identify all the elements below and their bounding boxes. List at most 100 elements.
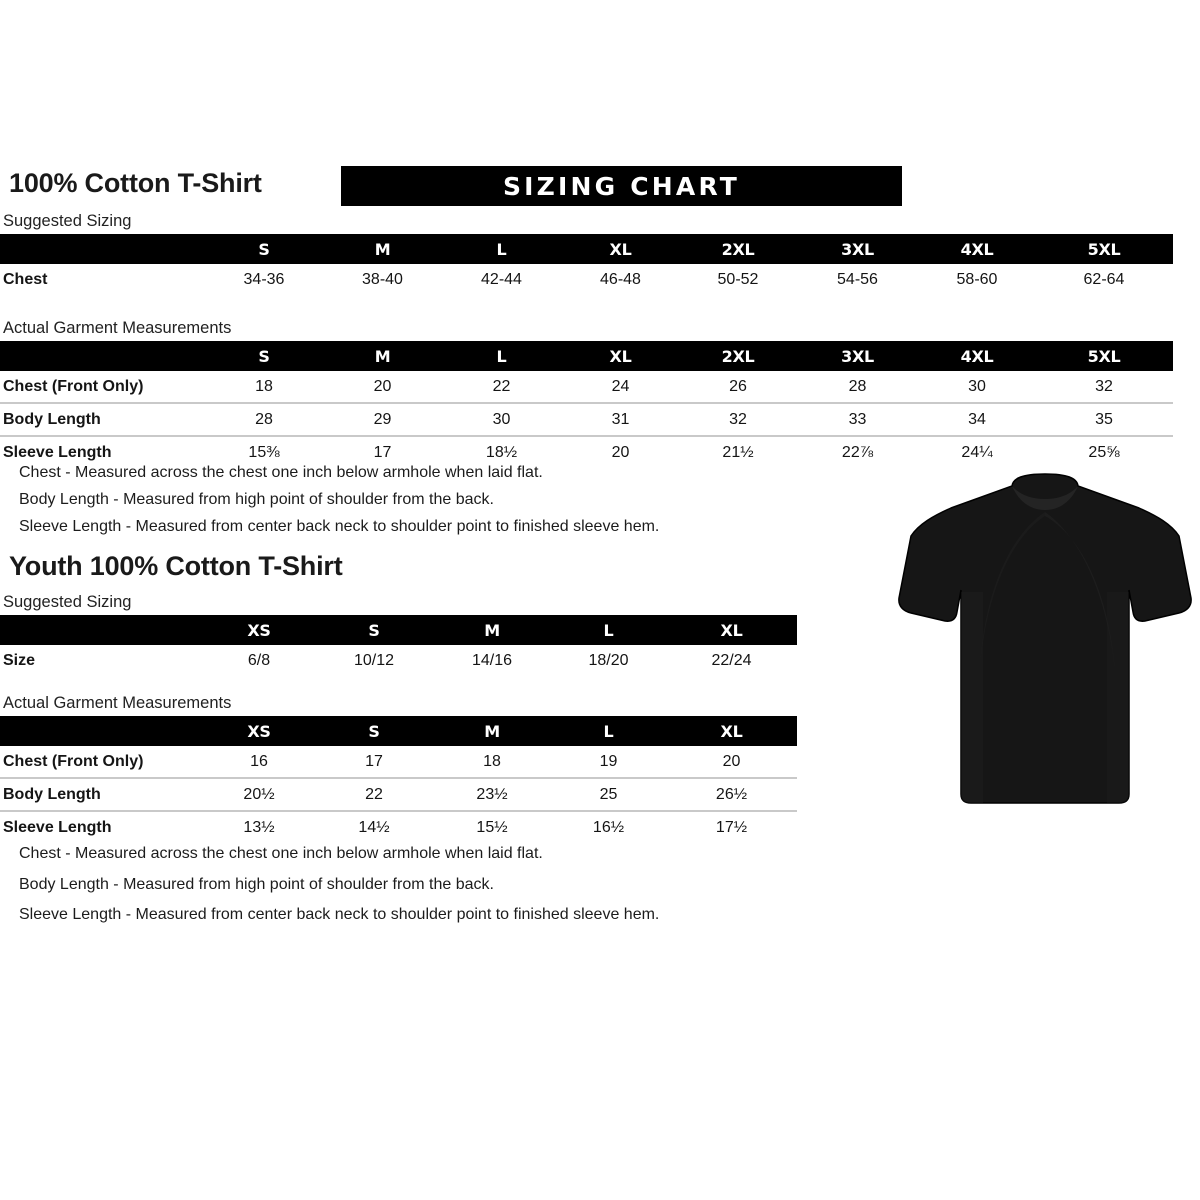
cell-chestfront-xl: 20 [666,746,797,778]
cell-size-m: 14/16 [433,645,551,676]
row-label-sleeve-length: Sleeve Length [0,435,205,468]
col-header-m: M [323,234,442,264]
col-header-rowlabel [0,341,205,371]
cell-sleevelength-l: 18½ [442,435,561,468]
col-header-xl: XL [666,615,797,645]
cell-chest-2xl: 50-52 [680,264,796,295]
table-row: Body Length 28 29 30 31 32 33 34 35 [0,402,1173,436]
youth-page-title: Youth 100% Cotton T-Shirt [9,551,343,581]
cell-chest-5xl: 62-64 [1035,264,1173,295]
col-header-2xl: 2XL [680,341,796,371]
row-label-chest-front-only: Chest (Front Only) [0,746,203,778]
cell-sleevelength-xl: 17½ [666,810,797,843]
table-row: Chest 34-36 38-40 42-44 46-48 50-52 54-5… [0,264,1173,295]
cell-chest-xl: 46-48 [561,264,680,295]
col-header-xl: XL [561,341,680,371]
col-header-3xl: 3XL [796,341,919,371]
cell-size-xs: 6/8 [203,645,315,676]
table-header-row: S M L XL 2XL 3XL 4XL 5XL [0,341,1173,371]
cell-bodylength-l: 30 [442,402,561,436]
page-title: 100% Cotton T-Shirt [9,168,262,198]
row-label-body-length: Body Length [0,777,203,811]
cell-chestfront-m: 20 [323,371,442,403]
cell-sleevelength-2xl: 21½ [680,435,796,468]
cell-size-l: 18/20 [551,645,666,676]
col-header-m: M [323,341,442,371]
cell-size-s: 10/12 [315,645,433,676]
cell-chestfront-s: 17 [315,746,433,778]
adult-note-body-length: Body Length - Measured from high point o… [19,491,494,508]
row-label-chest-front-only: Chest (Front Only) [0,371,205,403]
cell-sleevelength-3xl: 22⅞ [796,435,919,468]
cell-sleevelength-l: 16½ [551,810,666,843]
adult-suggested-sizing-table-wrap: S M L XL 2XL 3XL 4XL 5XL Chest 34-36 38-… [0,234,1173,295]
youth-suggested-sizing-label: Suggested Sizing [3,593,132,611]
table-header-row: S M L XL 2XL 3XL 4XL 5XL [0,234,1173,264]
col-header-s: S [205,234,323,264]
cell-bodylength-xs: 20½ [203,777,315,811]
table-header-row: XS S M L XL [0,716,797,746]
col-header-l: L [551,615,666,645]
cell-sleevelength-s: 15⅜ [205,435,323,468]
adult-note-sleeve-length: Sleeve Length - Measured from center bac… [19,518,660,535]
cell-chest-3xl: 54-56 [796,264,919,295]
table-header-row: XS S M L XL [0,615,797,645]
cell-sleevelength-5xl: 25⅝ [1035,435,1173,468]
col-header-4xl: 4XL [919,234,1035,264]
col-header-5xl: 5XL [1035,341,1173,371]
col-header-rowlabel [0,234,205,264]
row-label-sleeve-length: Sleeve Length [0,810,203,843]
table-row: Chest (Front Only) 18 20 22 24 26 28 30 … [0,371,1173,403]
cell-chest-s: 34-36 [205,264,323,295]
col-header-xl: XL [561,234,680,264]
cell-bodylength-xl: 31 [561,402,680,436]
table-row: Body Length 20½ 22 23½ 25 26½ [0,777,797,811]
cell-chestfront-s: 18 [205,371,323,403]
col-header-5xl: 5XL [1035,234,1173,264]
col-header-xs: XS [203,716,315,746]
cell-bodylength-m: 23½ [433,777,551,811]
adult-actual-measurements-label: Actual Garment Measurements [3,319,232,337]
sizing-chart-banner: SIZING CHART [341,166,902,206]
col-header-l: L [551,716,666,746]
cell-chestfront-xs: 16 [203,746,315,778]
cell-chestfront-5xl: 32 [1035,371,1173,403]
row-label-size: Size [0,645,203,676]
cell-sleevelength-m: 15½ [433,810,551,843]
t-shirt-svg [898,473,1192,804]
cell-bodylength-s: 28 [205,402,323,436]
cell-chest-m: 38-40 [323,264,442,295]
sizing-chart-banner-label: SIZING CHART [502,171,741,201]
cell-bodylength-l: 25 [551,777,666,811]
col-header-rowlabel [0,716,203,746]
adult-suggested-sizing-label: Suggested Sizing [3,212,132,230]
cell-chestfront-xl: 24 [561,371,680,403]
youth-actual-measurements-table-wrap: XS S M L XL Chest (Front Only) 16 17 18 … [0,716,797,843]
youth-actual-measurements-label: Actual Garment Measurements [3,694,232,712]
col-header-4xl: 4XL [919,341,1035,371]
cell-bodylength-5xl: 35 [1035,402,1173,436]
cell-sleevelength-s: 14½ [315,810,433,843]
table-row: Sleeve Length 13½ 14½ 15½ 16½ 17½ [0,810,797,843]
col-header-rowlabel [0,615,203,645]
youth-actual-measurements-table: XS S M L XL Chest (Front Only) 16 17 18 … [0,716,797,843]
cell-sleevelength-m: 17 [323,435,442,468]
col-header-s: S [315,615,433,645]
cell-chestfront-2xl: 26 [680,371,796,403]
youth-note-body-length: Body Length - Measured from high point o… [19,876,494,893]
cell-sleevelength-4xl: 24¼ [919,435,1035,468]
cell-chestfront-3xl: 28 [796,371,919,403]
col-header-xs: XS [203,615,315,645]
cell-chestfront-l: 22 [442,371,561,403]
cell-chest-l: 42-44 [442,264,561,295]
adult-note-chest: Chest - Measured across the chest one in… [19,464,543,481]
cell-chestfront-l: 19 [551,746,666,778]
youth-note-chest: Chest - Measured across the chest one in… [19,845,543,862]
youth-suggested-sizing-table-wrap: XS S M L XL Size 6/8 10/12 14/16 18/20 2… [0,615,797,676]
cell-bodylength-xl: 26½ [666,777,797,811]
col-header-3xl: 3XL [796,234,919,264]
youth-suggested-sizing-table: XS S M L XL Size 6/8 10/12 14/16 18/20 2… [0,615,797,676]
col-header-2xl: 2XL [680,234,796,264]
youth-note-sleeve-length: Sleeve Length - Measured from center bac… [19,906,660,923]
col-header-l: L [442,234,561,264]
